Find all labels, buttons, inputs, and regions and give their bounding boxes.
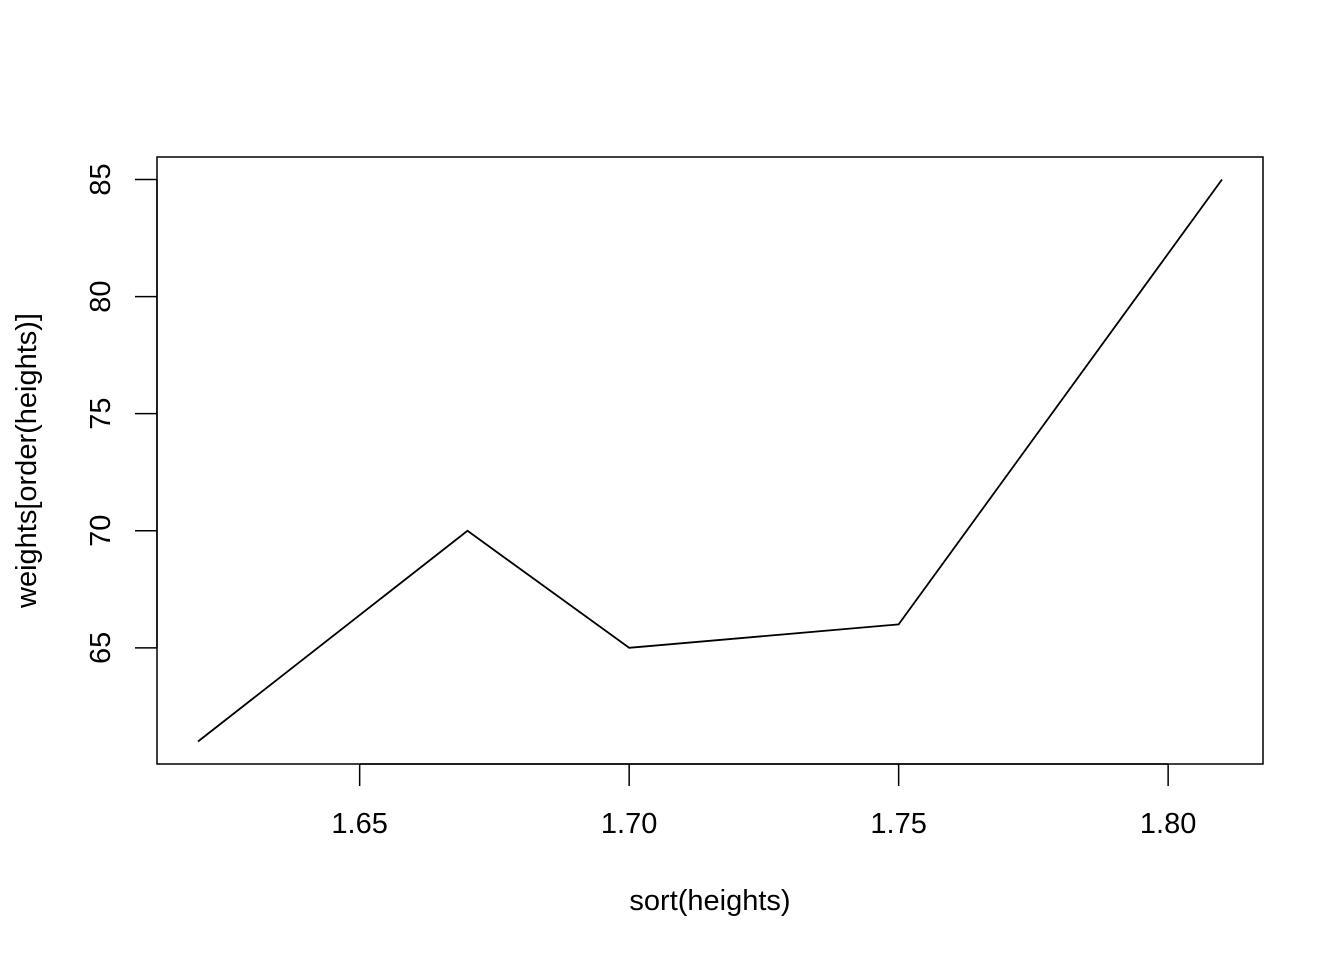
y-tick-label: 75 <box>85 398 117 430</box>
y-tick-label: 85 <box>85 163 117 195</box>
x-axis: 1.65 1.70 1.75 1.80 <box>331 763 1196 840</box>
y-tick-label: 70 <box>85 515 117 547</box>
x-axis-label: sort(heights) <box>629 885 790 917</box>
series-layer <box>197 178 1223 743</box>
y-tick-label: 80 <box>85 280 117 312</box>
plot-frame <box>156 156 1264 765</box>
y-tick-label: 65 <box>85 632 117 664</box>
x-tick-label: 1.65 <box>331 808 387 840</box>
y-axis: 65 70 75 80 85 <box>85 163 158 664</box>
series-line <box>197 178 1223 743</box>
x-tick-label: 1.70 <box>601 808 657 840</box>
y-axis-label: weights[order(heights)] <box>11 313 43 609</box>
x-tick-label: 1.75 <box>870 808 926 840</box>
x-tick-label: 1.80 <box>1140 808 1196 840</box>
